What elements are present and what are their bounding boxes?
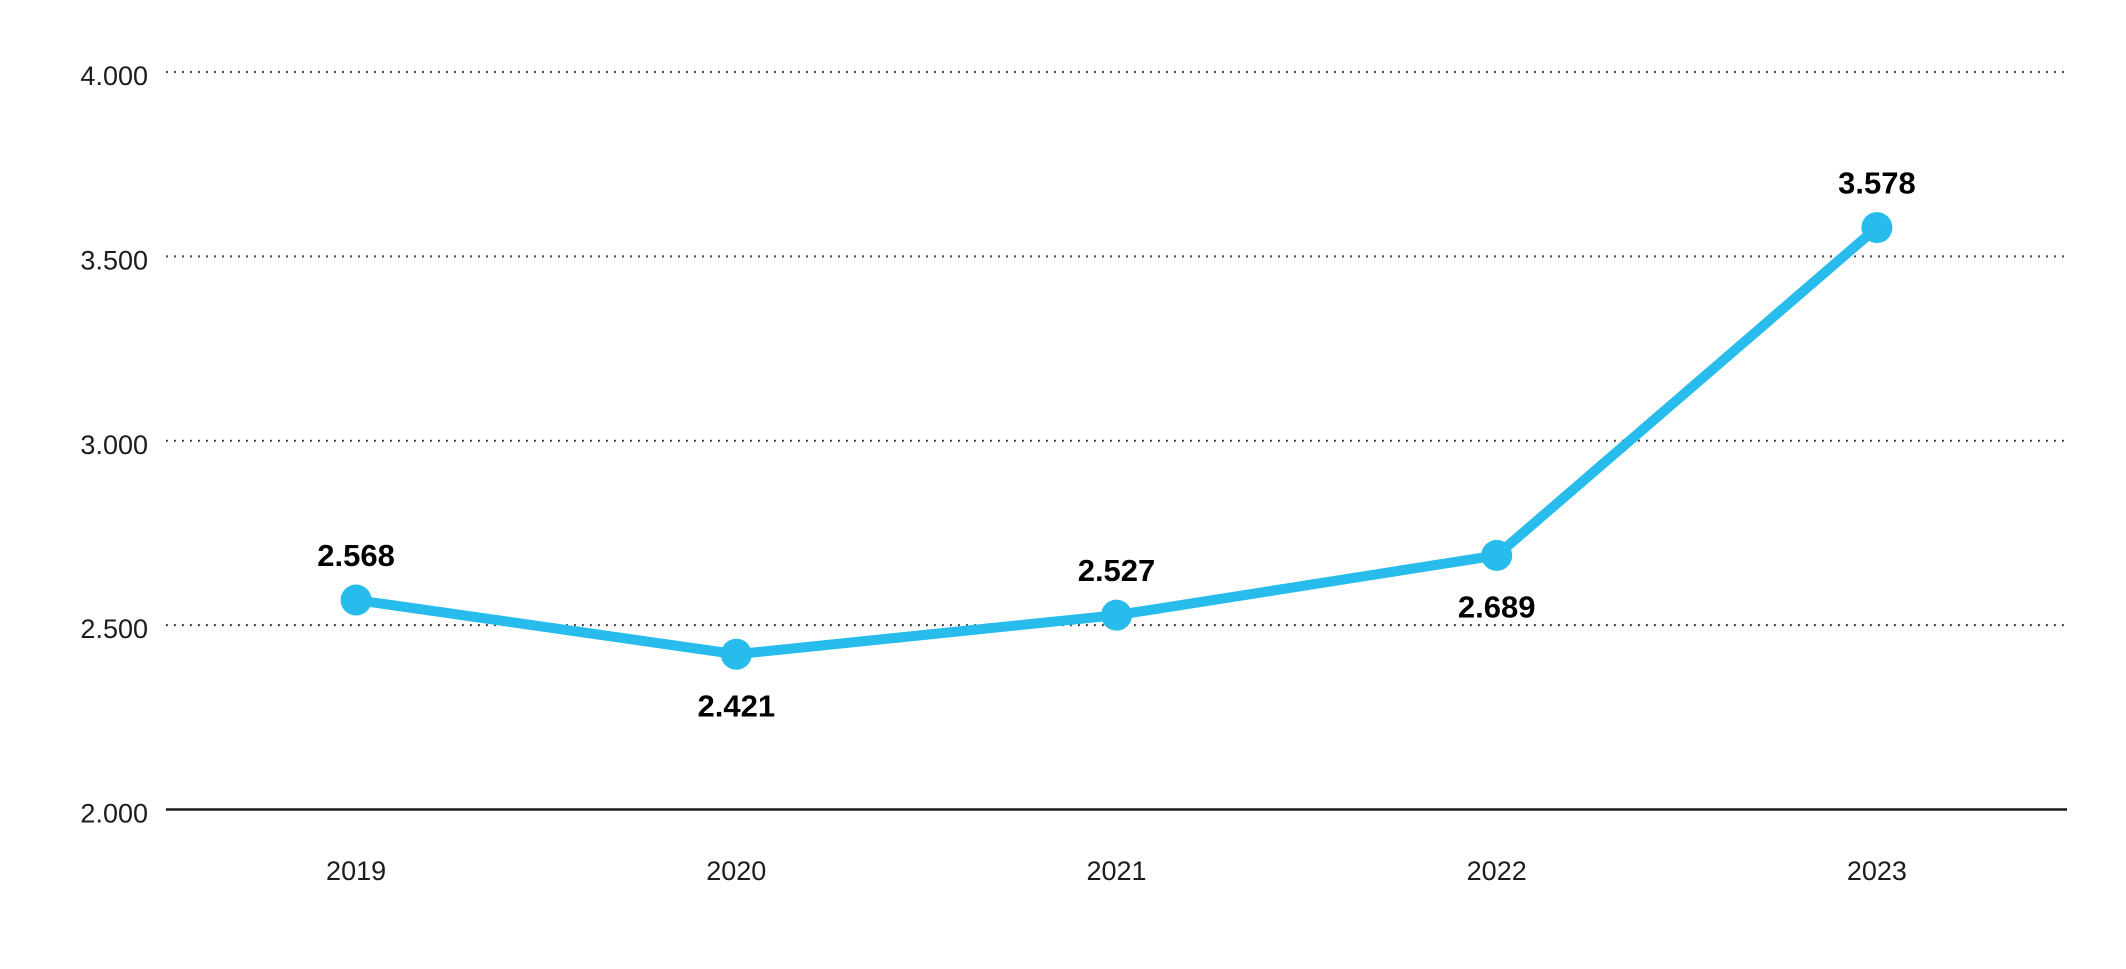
data-point-marker xyxy=(720,638,752,670)
data-point-marker xyxy=(1481,539,1513,571)
data-point-label: 2.568 xyxy=(317,538,395,573)
series-line xyxy=(351,222,1882,660)
data-point-label: 2.527 xyxy=(1078,553,1156,588)
x-axis-tick-label: 2021 xyxy=(1086,856,1146,886)
data-point-label: 2.421 xyxy=(698,688,776,723)
x-axis-tick-label: 2022 xyxy=(1467,856,1527,886)
y-axis-tick-label: 4.000 xyxy=(80,61,148,91)
data-point-label: 2.689 xyxy=(1458,589,1536,624)
y-axis-tick-label: 3.500 xyxy=(80,245,148,275)
data-point-label: 3.578 xyxy=(1838,166,1916,201)
y-axis-tick-label: 2.000 xyxy=(80,799,148,829)
data-point-marker xyxy=(340,584,372,616)
x-axis-tick-label: 2020 xyxy=(706,856,766,886)
x-axis-tick-label: 2019 xyxy=(326,856,386,886)
data-point-marker xyxy=(1101,599,1132,631)
data-point-marker xyxy=(1861,212,1893,244)
x-axis-tick-label: 2023 xyxy=(1847,856,1907,886)
y-axis-tick-label: 2.500 xyxy=(80,614,148,644)
y-axis-tick-label: 3.000 xyxy=(80,430,148,460)
